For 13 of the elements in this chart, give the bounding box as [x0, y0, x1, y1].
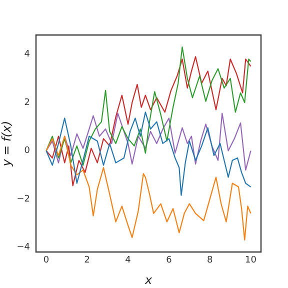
x-tick-label: 8	[206, 256, 213, 266]
y-tick-label: 0	[24, 146, 30, 156]
x-tick-label: 0	[43, 256, 50, 266]
x-tick-label: 2	[84, 256, 90, 266]
x-tick-label: 10	[245, 256, 257, 266]
y-tick-label: 2	[24, 98, 30, 108]
y-tick-label: −2	[16, 194, 30, 204]
y-axis-title: y = f(x)	[0, 120, 14, 168]
y-tick-label: 4	[24, 50, 30, 60]
x-tick-label: 4	[125, 256, 132, 266]
x-axis-title: x	[144, 272, 153, 287]
y-tick-label: −4	[16, 242, 30, 253]
x-tick-label: 6	[166, 256, 172, 266]
